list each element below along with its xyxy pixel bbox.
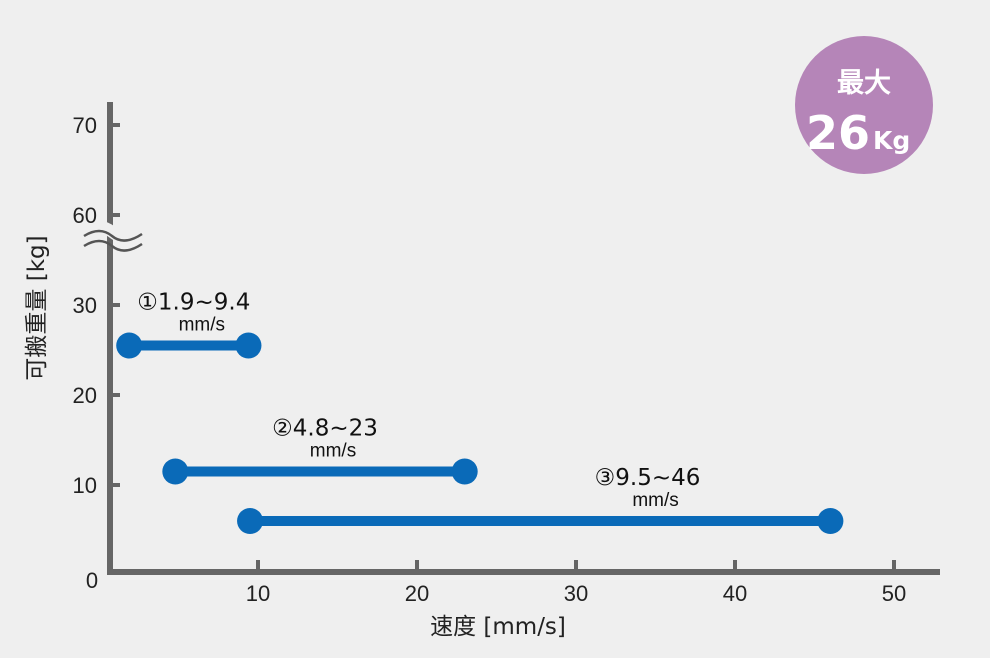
range-end-point	[235, 332, 262, 359]
y-axis-break-mark	[80, 221, 146, 252]
x-tick-label: 20	[405, 581, 429, 606]
range-unit: mm/s	[310, 441, 356, 462]
range-label: ①1.9~9.4	[137, 290, 250, 316]
range-label: ③9.5~46	[595, 465, 701, 491]
badge-unit: Kg	[873, 126, 910, 155]
y-tick-label: 30	[73, 293, 97, 318]
badge-title: 最大	[837, 68, 891, 99]
origin-label: 0	[86, 568, 98, 593]
x-tick-label: 50	[882, 581, 906, 606]
y-tick-label: 60	[73, 203, 97, 228]
range-start-point	[162, 458, 189, 485]
x-tick-label: 40	[723, 581, 747, 606]
range-label: ②4.8~23	[272, 416, 378, 442]
range-unit: mm/s	[632, 490, 678, 511]
x-tick-label: 10	[246, 581, 270, 606]
range-end-point	[817, 508, 844, 534]
y-axis-title: 可搬重量 [kg]	[24, 235, 50, 380]
x-axis-title: 速度 [mm/s]	[430, 614, 566, 640]
badge-value: 26	[806, 106, 870, 160]
range-start-point	[116, 332, 143, 359]
x-ticks: 10 20 30 40 50	[246, 560, 906, 606]
y-tick-label: 10	[73, 473, 97, 498]
range-end-point	[451, 458, 478, 485]
range-unit: mm/s	[179, 315, 225, 336]
y-tick-label: 70	[73, 113, 97, 138]
y-ticks: 10 20 30 60 70	[73, 113, 120, 498]
max-payload-badge: 最大 26 Kg	[795, 36, 933, 174]
y-tick-label: 20	[73, 383, 97, 408]
badge-circle	[795, 36, 933, 174]
x-tick-label: 30	[564, 581, 588, 606]
range-bar-1: ①1.9~9.4mm/s	[116, 290, 262, 359]
range-start-point	[237, 508, 264, 534]
